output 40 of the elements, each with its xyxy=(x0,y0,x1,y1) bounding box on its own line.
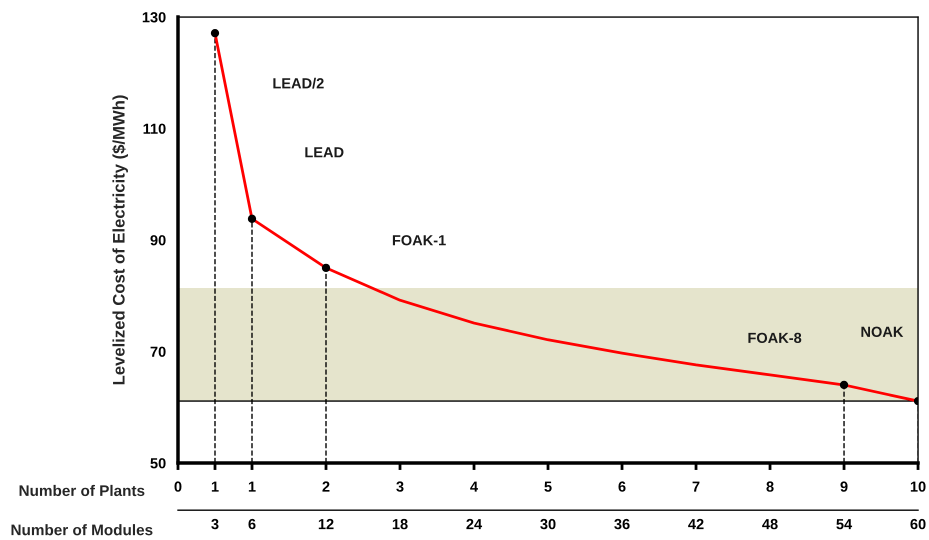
x-tick-label: 36 xyxy=(614,518,630,530)
x2-tick-label: 9 xyxy=(840,481,848,492)
y-tick-label: 130 xyxy=(142,12,166,22)
y-axis-title: Levelized Cost of Electricity ($/MWh) xyxy=(112,95,128,384)
x2-tick-label: 8 xyxy=(766,481,774,492)
x-tick-label: 30 xyxy=(540,518,556,530)
x2-tick-label: 1 xyxy=(212,482,219,492)
x2-tick-label: 3 xyxy=(396,481,404,492)
y-tick-label: 90 xyxy=(150,235,166,246)
x-axis-title: Number of Modules xyxy=(12,524,152,536)
x2-axis-title: Number of Plants xyxy=(20,484,144,496)
point xyxy=(248,214,256,223)
x2-tick-label: 7 xyxy=(692,482,700,492)
x2-tick-label: 2 xyxy=(322,481,330,492)
x2-tick-label: 0 xyxy=(174,481,182,492)
x-tick-label: 48 xyxy=(762,518,778,530)
x-tick-label: 18 xyxy=(392,518,408,530)
point xyxy=(210,29,220,38)
x-tick-label: 3 xyxy=(211,518,219,530)
x2-tick-label: 1 xyxy=(248,482,256,492)
y-tick-label: 50 xyxy=(150,458,166,468)
x2-tick-label: 4 xyxy=(470,482,478,492)
annotation: LEAD/2 xyxy=(273,78,324,89)
y-tick-label: 110 xyxy=(144,124,166,134)
x2-tick-label: 6 xyxy=(618,481,626,492)
x-tick-label: 6 xyxy=(248,518,256,530)
x-tick-label: 12 xyxy=(318,518,334,530)
x-tick-label: 42 xyxy=(688,518,704,530)
annotation: NOAK xyxy=(861,326,904,337)
x-tick-label: 60 xyxy=(910,518,926,530)
x2-tick-label: 10 xyxy=(910,481,926,492)
x-tick-label: 24 xyxy=(466,518,482,530)
point xyxy=(322,264,330,272)
annotation: FOAK-8 xyxy=(748,332,802,344)
annotation: LEAD xyxy=(305,147,344,158)
annotation: FOAK-1 xyxy=(392,235,446,246)
y-tick-label: 70 xyxy=(150,346,166,357)
x-tick-label: 54 xyxy=(836,519,852,530)
point xyxy=(840,380,848,390)
x2-tick-label: 5 xyxy=(544,482,552,492)
